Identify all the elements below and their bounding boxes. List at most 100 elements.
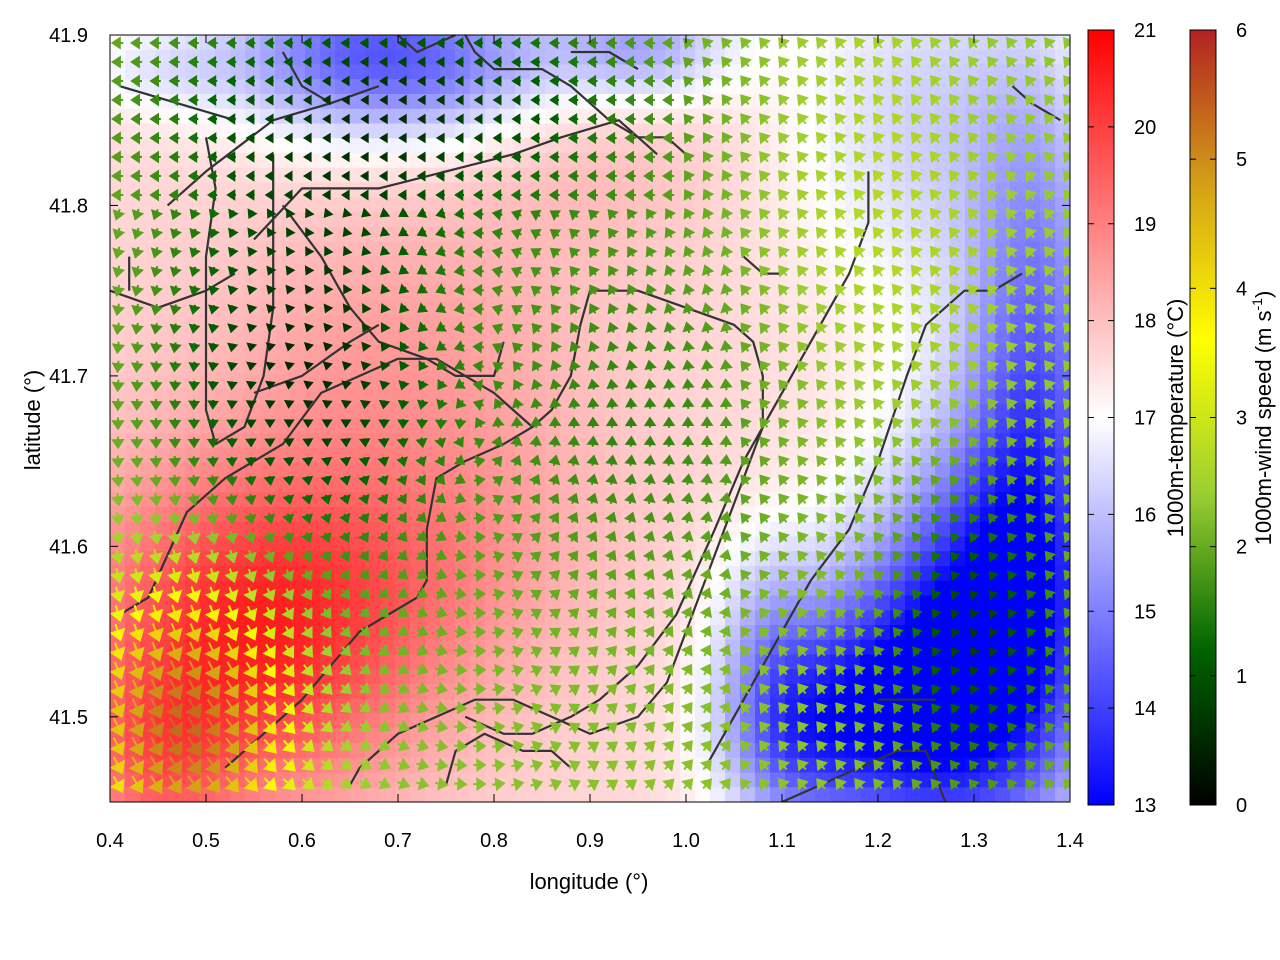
wind-arrow <box>150 265 163 278</box>
heatmap-cell <box>860 772 876 788</box>
heatmap-cell <box>425 197 441 213</box>
heatmap-cell <box>620 64 636 80</box>
wind-arrow <box>472 398 484 411</box>
wind-arrow <box>396 511 407 524</box>
wind-arrow <box>835 626 847 639</box>
heatmap-cell <box>710 433 726 449</box>
heatmap-cell <box>395 330 411 346</box>
heatmap-cell <box>350 344 366 361</box>
heatmap-cell <box>290 271 306 287</box>
wind-arrow <box>1063 588 1070 601</box>
wind-arrow <box>150 303 163 316</box>
wind-arrow <box>796 36 810 50</box>
wind-arrow <box>435 132 445 144</box>
heatmap-cell <box>500 595 516 611</box>
wind-arrow <box>398 245 410 256</box>
wind-arrow <box>778 550 790 563</box>
heatmap-cell <box>500 79 516 95</box>
wind-arrow <box>834 302 848 316</box>
wind-arrow <box>778 303 790 316</box>
wind-arrow <box>286 227 296 238</box>
wind-arrow <box>170 228 183 240</box>
heatmap-cell <box>605 389 621 405</box>
wind-arrow <box>226 132 236 144</box>
wind-arrow <box>968 417 980 430</box>
wind-arrow <box>948 245 962 259</box>
heatmap-cell <box>875 462 891 479</box>
wind-arrow <box>931 608 942 620</box>
heatmap-cell <box>140 389 156 405</box>
wind-arrow <box>548 169 560 183</box>
heatmap-cell <box>395 595 411 611</box>
wind-arrow <box>740 417 752 430</box>
wind-arrow <box>245 94 255 106</box>
wind-arrow <box>587 359 600 371</box>
heatmap-cell <box>290 433 306 449</box>
heatmap-cell <box>215 79 231 95</box>
wind-arrow <box>512 360 524 373</box>
wind-arrow <box>816 360 829 373</box>
wind-arrow <box>111 455 125 469</box>
wind-arrow <box>435 321 447 332</box>
wind-arrow <box>303 361 314 371</box>
wind-arrow <box>397 56 407 68</box>
heatmap-cell <box>365 521 381 538</box>
wind-arrow <box>566 511 579 524</box>
wind-arrow <box>589 284 601 296</box>
wind-arrow <box>816 512 828 525</box>
heatmap-cell <box>275 79 291 95</box>
heatmap-cell <box>575 271 591 287</box>
heatmap-cell <box>365 462 381 479</box>
heatmap-cell <box>830 595 846 611</box>
wind-arrow <box>891 74 905 88</box>
wind-arrow <box>1044 550 1056 563</box>
wind-arrow <box>207 113 218 125</box>
wind-arrow <box>642 549 655 562</box>
heatmap-cell <box>110 197 126 213</box>
wind-arrow <box>491 455 503 468</box>
wind-arrow <box>891 340 905 354</box>
wind-arrow <box>188 304 201 315</box>
wind-arrow <box>986 283 1000 297</box>
wind-arrow <box>588 340 600 353</box>
wind-arrow <box>168 55 180 69</box>
heatmap-cell <box>500 448 516 464</box>
wind-arrow <box>302 189 312 201</box>
wind-arrow <box>930 512 942 525</box>
heatmap-cell <box>140 285 156 302</box>
wind-arrow <box>663 378 676 390</box>
heatmap-cell <box>755 64 771 80</box>
heatmap-cell <box>380 167 396 184</box>
wind-arrow <box>987 513 999 525</box>
wind-arrow <box>930 532 942 544</box>
wind-arrow <box>473 587 487 601</box>
wind-arrow <box>435 170 445 182</box>
wind-arrow <box>929 74 943 88</box>
heatmap-cell <box>800 654 816 670</box>
heatmap-cell <box>935 566 951 582</box>
wind-arrow <box>129 549 144 565</box>
wind-arrow <box>1025 570 1037 582</box>
wind-arrow <box>511 570 524 583</box>
wind-arrow <box>683 207 696 220</box>
wind-arrow <box>796 226 810 240</box>
heatmap-cell <box>425 79 441 95</box>
heatmap-cell <box>710 315 726 331</box>
heatmap-cell <box>1010 462 1026 479</box>
heatmap-cell <box>860 639 876 656</box>
heatmap-cell <box>140 197 156 213</box>
wind-arrow <box>246 323 258 333</box>
wind-arrow <box>642 606 655 619</box>
wind-arrow <box>361 283 372 295</box>
heatmap-cell <box>335 403 351 420</box>
heatmap-cell <box>785 49 801 66</box>
wind-arrow <box>625 321 638 333</box>
wind-arrow <box>700 416 714 428</box>
heatmap-cell <box>515 654 531 670</box>
wind-arrow <box>150 227 164 240</box>
wind-arrow <box>323 207 334 218</box>
wind-arrow <box>680 549 694 562</box>
wind-arrow <box>680 530 694 543</box>
heatmap-cell <box>770 595 786 611</box>
wind-arrow <box>699 587 713 600</box>
